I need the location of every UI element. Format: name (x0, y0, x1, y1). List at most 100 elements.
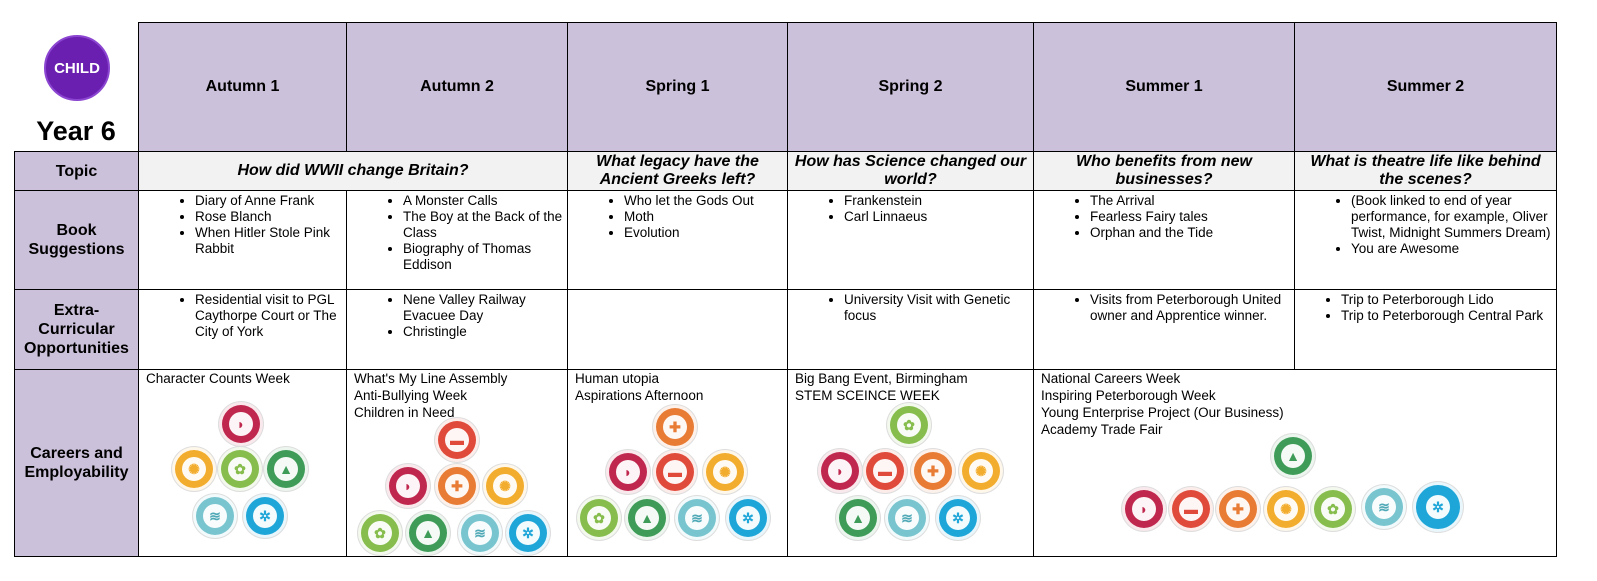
aiming-high-badge-icon: ▲ (836, 496, 880, 540)
list-item: Trip to Peterborough Lido (1341, 292, 1556, 308)
list-item: Trip to Peterborough Central Park (1341, 308, 1556, 324)
books-spring-1: Who let the Gods Out Moth Evolution (567, 190, 788, 290)
topic-autumn: How did WWII change Britain? (138, 151, 568, 191)
speaking-badge-icon: ▬ (863, 449, 907, 493)
listening-badge-icon: ◗ (606, 450, 650, 494)
extra-summer-1: Visits from Peterborough United owner an… (1033, 289, 1295, 370)
creativity-badge-icon: ✺ (172, 447, 216, 491)
careers-line: Academy Trade Fair (1041, 422, 1163, 437)
staying-positive-badge-icon: ✿ (887, 403, 931, 447)
list-item: Residential visit to PGL Caythorpe Court… (195, 292, 346, 340)
staying-positive-badge-icon: ✿ (358, 511, 402, 555)
topic-summer-2: What is theatre life like behind the sce… (1294, 151, 1557, 191)
list-item: You are Awesome (1351, 241, 1556, 257)
leadership-badge-icon: ≋ (458, 511, 502, 555)
row-label-extra: Extra-Curricular Opportunities (14, 289, 139, 370)
list-item: Visits from Peterborough United owner an… (1090, 292, 1294, 324)
leadership-badge-icon: ≋ (675, 496, 719, 540)
list-item: Biography of Thomas Eddison (403, 241, 567, 273)
books-autumn-1: Diary of Anne Frank Rose Blanch When Hit… (138, 190, 347, 290)
listening-badge-icon: ◗ (1122, 487, 1166, 531)
teamwork-badge-icon: ✲ (936, 496, 980, 540)
row-label-careers: Careers and Employability (14, 369, 139, 557)
list-item: Orphan and the Tide (1090, 225, 1294, 241)
list-item: A Monster Calls (403, 193, 567, 209)
problem-solving-badge-icon: ✚ (1216, 487, 1260, 531)
term-header-autumn-2: Autumn 2 (346, 22, 568, 152)
row-label-topic: Topic (14, 151, 139, 191)
listening-badge-icon: ◗ (818, 449, 862, 493)
list-item: (Book linked to end of year performance,… (1351, 193, 1556, 241)
teamwork-badge-icon: ✲ (726, 496, 770, 540)
speaking-badge-icon: ▬ (653, 450, 697, 494)
term-header-summer-2: Summer 2 (1294, 22, 1557, 152)
extra-summer-2: Trip to Peterborough Lido Trip to Peterb… (1294, 289, 1557, 370)
creativity-badge-icon: ✺ (703, 450, 747, 494)
aiming-high-badge-icon: ▲ (406, 511, 450, 555)
school-logo: CHILD (44, 35, 110, 101)
teamwork-badge-icon: ✲ (506, 511, 550, 555)
extra-spring-1 (567, 289, 788, 370)
books-summer-1: The Arrival Fearless Fairy tales Orphan … (1033, 190, 1295, 290)
extra-autumn-1: Residential visit to PGL Caythorpe Court… (138, 289, 347, 370)
list-item: University Visit with Genetic focus (844, 292, 1033, 324)
careers-line: Children in Need (354, 405, 455, 420)
extra-spring-2: University Visit with Genetic focus (787, 289, 1034, 370)
creativity-badge-icon: ✺ (1264, 487, 1308, 531)
leadership-badge-icon: ≋ (193, 494, 237, 538)
careers-line: Human utopia (575, 371, 660, 386)
careers-line: National Careers Week (1041, 371, 1181, 386)
term-header-spring-1: Spring 1 (567, 22, 788, 152)
topic-spring-1: What legacy have the Ancient Greeks left… (567, 151, 788, 191)
list-item: Frankenstein (844, 193, 1033, 209)
leadership-badge-icon: ≋ (1362, 485, 1406, 529)
list-item: Rose Blanch (195, 209, 346, 225)
careers-line: What's My Line Assembly (354, 371, 508, 386)
list-item: Who let the Gods Out (624, 193, 787, 209)
careers-line: Anti-Bullying Week (354, 388, 468, 403)
list-item: Diary of Anne Frank (195, 193, 346, 209)
speaking-badge-icon: ▬ (435, 418, 479, 462)
books-autumn-2: A Monster Calls The Boy at the Back of t… (346, 190, 568, 290)
books-summer-2: (Book linked to end of year performance,… (1294, 190, 1557, 290)
careers-line: STEM SCEINCE WEEK (795, 388, 940, 403)
problem-solving-badge-icon: ✚ (653, 405, 697, 449)
extra-autumn-2: Nene Valley Railway Evacuee Day Christin… (346, 289, 568, 370)
list-item: Nene Valley Railway Evacuee Day (403, 292, 567, 324)
topic-spring-2: How has Science changed our world? (787, 151, 1034, 191)
teamwork-badge-icon: ✲ (243, 494, 287, 538)
leadership-badge-icon: ≋ (885, 496, 929, 540)
list-item: Carl Linnaeus (844, 209, 1033, 225)
list-item: Christingle (403, 324, 567, 340)
careers-line: Young Enterprise Project (Our Business) (1041, 405, 1284, 420)
staying-positive-badge-icon: ✿ (577, 496, 621, 540)
list-item: The Boy at the Back of the Class (403, 209, 567, 241)
books-spring-2: Frankenstein Carl Linnaeus (787, 190, 1034, 290)
teamwork-badge-icon: ✲ (1413, 482, 1463, 532)
row-label-books: Book Suggestions (14, 190, 139, 290)
careers-line: Aspirations Afternoon (575, 388, 704, 403)
aiming-high-badge-icon: ▲ (264, 447, 308, 491)
listening-badge-icon: ◗ (219, 402, 263, 446)
staying-positive-badge-icon: ✿ (218, 447, 262, 491)
creativity-badge-icon: ✺ (959, 449, 1003, 493)
list-item: Evolution (624, 225, 787, 241)
term-header-autumn-1: Autumn 1 (138, 22, 347, 152)
list-item: When Hitler Stole Pink Rabbit (195, 225, 346, 257)
list-item: Moth (624, 209, 787, 225)
aiming-high-badge-icon: ▲ (1271, 434, 1315, 478)
creativity-badge-icon: ✺ (483, 464, 527, 508)
term-header-summer-1: Summer 1 (1033, 22, 1295, 152)
year-label: Year 6 (36, 116, 116, 146)
speaking-badge-icon: ▬ (1169, 487, 1213, 531)
careers-line: Inspiring Peterborough Week (1041, 388, 1216, 403)
term-header-spring-2: Spring 2 (787, 22, 1034, 152)
careers-line: Big Bang Event, Birmingham (795, 371, 968, 386)
topic-summer-1: Who benefits from new businesses? (1033, 151, 1295, 191)
logo-text: CHILD (54, 59, 100, 77)
problem-solving-badge-icon: ✚ (435, 464, 479, 508)
list-item: The Arrival (1090, 193, 1294, 209)
aiming-high-badge-icon: ▲ (625, 496, 669, 540)
list-item: Fearless Fairy tales (1090, 209, 1294, 225)
staying-positive-badge-icon: ✿ (1311, 487, 1355, 531)
